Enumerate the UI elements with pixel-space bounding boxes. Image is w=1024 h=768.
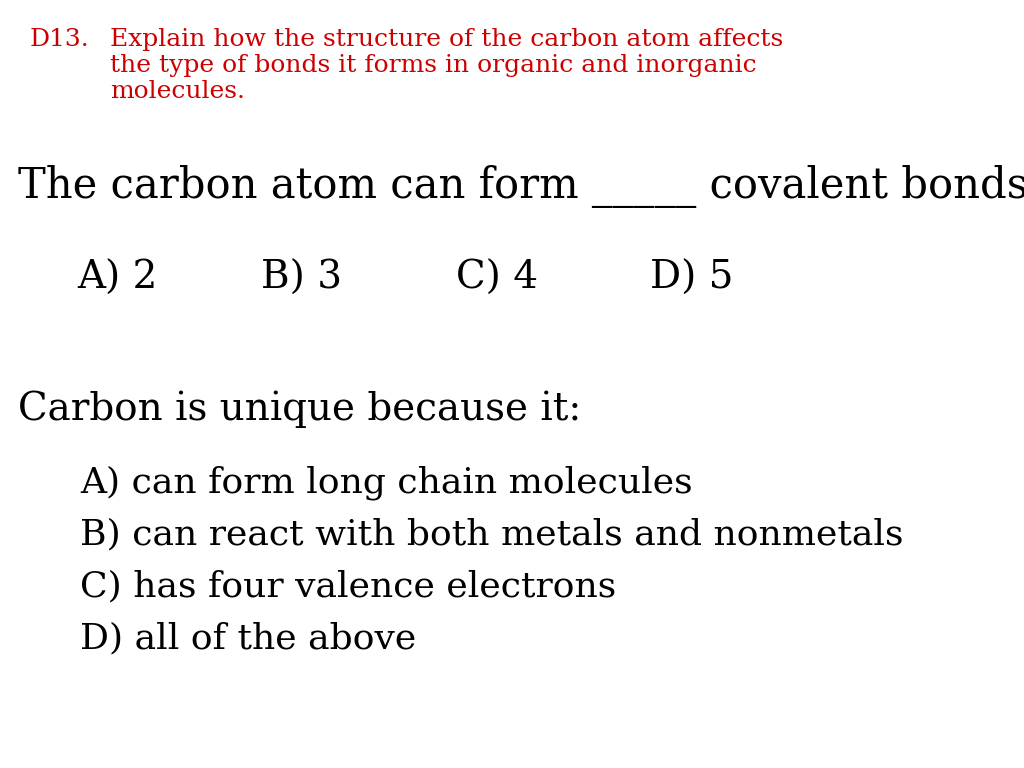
Text: Explain how the structure of the carbon atom affects: Explain how the structure of the carbon … <box>110 28 783 51</box>
Text: D13.: D13. <box>30 28 90 51</box>
Text: The carbon atom can form _____ covalent bonds.: The carbon atom can form _____ covalent … <box>18 165 1024 208</box>
Text: molecules.: molecules. <box>110 80 245 103</box>
Text: C) 4: C) 4 <box>456 260 538 297</box>
Text: Carbon is unique because it:: Carbon is unique because it: <box>18 390 582 428</box>
Text: C) has four valence electrons: C) has four valence electrons <box>80 569 616 603</box>
Text: B) can react with both metals and nonmetals: B) can react with both metals and nonmet… <box>80 517 903 551</box>
Text: the type of bonds it forms in organic and inorganic: the type of bonds it forms in organic an… <box>110 54 757 77</box>
Text: D) 5: D) 5 <box>650 260 734 297</box>
Text: A) can form long chain molecules: A) can form long chain molecules <box>80 465 692 499</box>
Text: A) 2: A) 2 <box>77 260 157 297</box>
Text: D) all of the above: D) all of the above <box>80 621 416 655</box>
Text: B) 3: B) 3 <box>261 260 342 297</box>
